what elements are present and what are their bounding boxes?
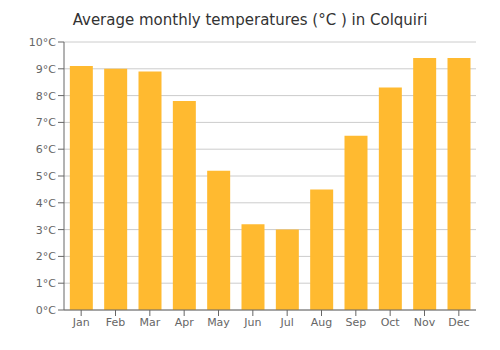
svg-text:6°C: 6°C <box>36 143 56 156</box>
svg-text:3°C: 3°C <box>36 224 56 237</box>
svg-text:Apr: Apr <box>175 316 195 329</box>
svg-text:Oct: Oct <box>381 316 401 329</box>
svg-text:1°C: 1°C <box>36 277 56 290</box>
svg-text:2°C: 2°C <box>36 250 56 263</box>
svg-text:Jun: Jun <box>243 316 261 329</box>
html-text:Average monthly temperatures (: Average monthly temperatures (°C ) in Co… <box>72 11 428 29</box>
svg-text:5°C: 5°C <box>36 170 56 183</box>
svg-text:0°C: 0°C <box>36 304 56 317</box>
svg-text:Dec: Dec <box>448 316 469 329</box>
svg-text:10°C: 10°C <box>29 36 56 49</box>
svg-text:9°C: 9°C <box>36 63 56 76</box>
svg-text:Sep: Sep <box>345 316 366 329</box>
svg-text:Jan: Jan <box>72 316 90 329</box>
svg-text:Feb: Feb <box>106 316 125 329</box>
svg-text:Nov: Nov <box>414 316 436 329</box>
svg-text:Aug: Aug <box>311 316 332 329</box>
svg-text:May: May <box>207 316 230 329</box>
svg-text:Mar: Mar <box>139 316 160 329</box>
svg-text:7°C: 7°C <box>36 116 56 129</box>
svg-text:4°C: 4°C <box>36 197 56 210</box>
svg-text:Jul: Jul <box>280 316 294 329</box>
svg-text:8°C: 8°C <box>36 90 56 103</box>
